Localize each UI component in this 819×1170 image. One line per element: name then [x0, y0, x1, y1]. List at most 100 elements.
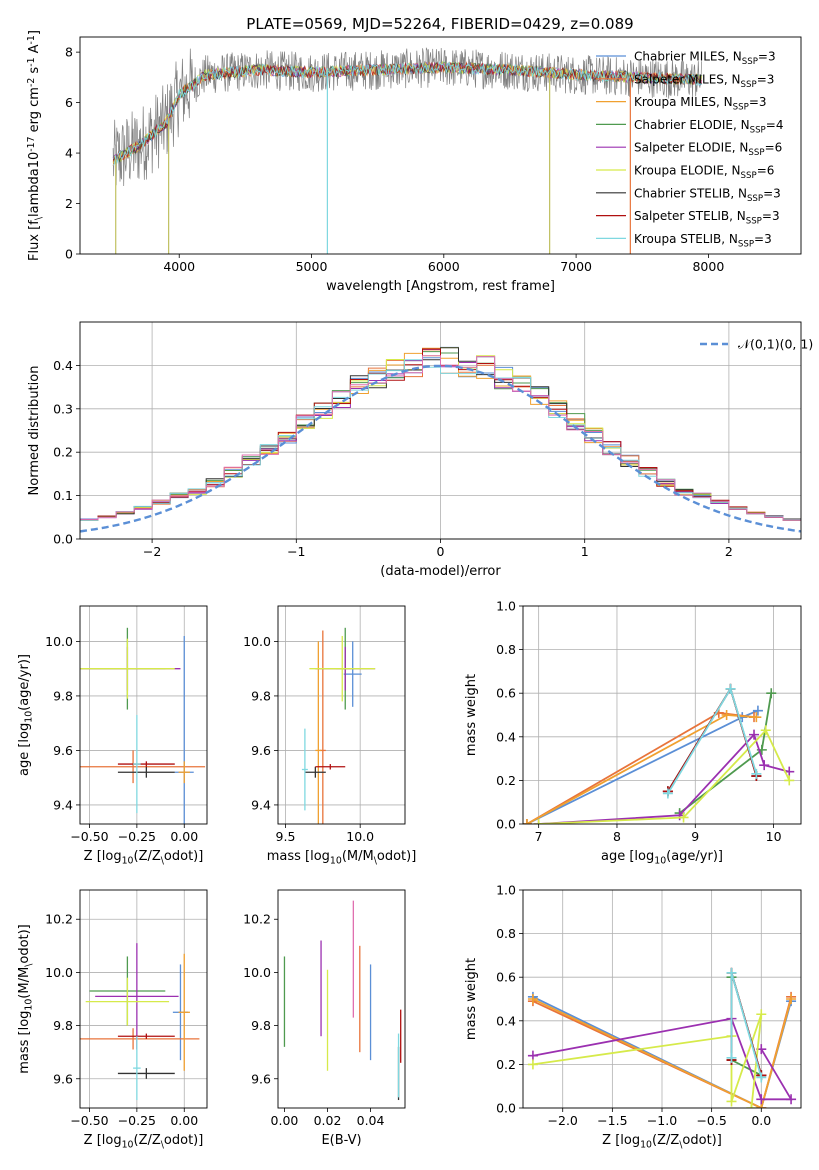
plot-area [527, 967, 797, 1108]
tick-label-y: 9.4 [53, 797, 73, 812]
plot-area [283, 900, 402, 1101]
legend-entry: Chabrier ELODIE, NSSP=4 [634, 118, 783, 136]
axis-label-x: wavelength [Angstrom, rest frame] [326, 279, 555, 294]
point-marker [756, 1094, 767, 1105]
axes-age-vs-Z: −0.50 −0.25 0.00 9.4 9.6 9.8 10.0 Z [log10(Z/Z\… [17, 605, 208, 867]
point-marker [726, 967, 737, 978]
legend-entry: Salpeter MILES, NSSP=3 [634, 72, 774, 90]
axis-label-x: E(B-V) [321, 1133, 361, 1148]
point-marker [756, 1009, 767, 1020]
tick-label-y: 9.6 [251, 1071, 271, 1086]
tick-label-y: 0.0 [496, 1101, 516, 1116]
axis-label-y: Flux [f\lambda10-17 erg cm-2 s-1 A-1] [26, 30, 45, 261]
tick-label-x: −0.50 [70, 1113, 108, 1128]
point-marker [725, 683, 736, 694]
weight-series-line [538, 728, 791, 824]
axis-label-y: mass weight [464, 674, 479, 756]
legend-entry: Kroupa STELIB, NSSP=3 [634, 232, 772, 250]
axis-label-x: age [log10(age/yr)] [601, 849, 723, 867]
tick-label-x: −0.25 [118, 829, 156, 844]
legend: 𝒩(0,1)(0, 1) [700, 337, 813, 352]
point-marker [751, 712, 762, 723]
point-marker [527, 1050, 538, 1061]
tick-label-y: 0.8 [496, 926, 516, 941]
tick-label-y: 10.0 [45, 634, 73, 649]
point-marker [786, 1094, 797, 1105]
plot-area [523, 683, 795, 824]
tick-label-y: 8 [65, 45, 73, 60]
tick-label-x: −0.25 [118, 1113, 156, 1128]
tick-label-x: 6000 [428, 259, 460, 274]
axes-frame [79, 889, 208, 1109]
tick-label-x: 4000 [163, 259, 195, 274]
tick-label-y: 10.0 [243, 634, 271, 649]
point-marker [523, 819, 532, 824]
legend-entry: Salpeter STELIB, NSSP=3 [634, 209, 780, 227]
tick-label-x: 0 [437, 544, 445, 559]
axes-mass-vs-Z: −0.50 −0.25 0.00 9.6 9.8 10.0 10.2 Z [log10(Z/Z… [17, 889, 208, 1151]
point-marker [752, 705, 763, 716]
tick-label-x: −1.5 [597, 1113, 627, 1128]
axes-frame [277, 605, 406, 825]
tick-label-y: 0 [65, 247, 73, 262]
point-marker [760, 725, 771, 736]
tick-label-x: 10 [766, 829, 782, 844]
legend-entry: Chabrier MILES, NSSP=3 [634, 50, 776, 68]
plot-area [301, 627, 376, 824]
tick-label-y: 9.6 [53, 1071, 73, 1086]
tick-label-x: −0.50 [70, 829, 108, 844]
weight-series-line [532, 998, 792, 1108]
tick-label-x: 8 [613, 829, 621, 844]
axis-label-y: mass [log10(M/M\odot)] [17, 924, 35, 1074]
point-marker [756, 1103, 767, 1108]
tick-label-y: 9.8 [251, 1018, 271, 1033]
point-marker [759, 760, 770, 771]
axis-label-y: mass weight [464, 958, 479, 1040]
point-marker [726, 1096, 737, 1107]
tick-label-y: 0.1 [53, 488, 73, 503]
tick-label-y: 9.4 [251, 797, 271, 812]
tick-label-y: 10.2 [243, 912, 271, 927]
axes-frame [522, 889, 802, 1109]
tick-label-x: −1 [287, 544, 305, 559]
axes-age-vs-mass: 9.5 10.0 9.4 9.6 9.8 10.0 mass [log10(M/M\odot… [243, 605, 416, 867]
tick-label-y: 4 [65, 146, 73, 161]
tick-label-y: 1.0 [496, 883, 516, 898]
tick-label-x: −2 [143, 544, 161, 559]
axis-label-x: (data-model)/error [380, 564, 501, 579]
model-spectrum-line [112, 60, 703, 166]
tick-label-y: 0.0 [496, 817, 516, 832]
tick-label-x: −2.0 [548, 1113, 578, 1128]
axis-label-x: Z [log10(Z/Z\odot)] [84, 849, 204, 867]
point-marker [751, 768, 762, 779]
point-marker [746, 1103, 757, 1108]
point-marker [784, 775, 795, 786]
tick-label-y: 9.8 [53, 688, 73, 703]
point-marker [756, 1072, 767, 1083]
tick-label-y: 1.0 [496, 599, 516, 614]
tick-label-y: 2 [65, 196, 73, 211]
tick-label-y: 0.8 [496, 642, 516, 657]
axes-frame [79, 36, 802, 255]
legend-entry: 𝒩(0,1)(0, 1) [738, 337, 813, 352]
point-marker [527, 994, 538, 1004]
point-marker [721, 710, 732, 720]
tick-label-y: 0.2 [496, 773, 516, 788]
point-marker [786, 994, 797, 1004]
tick-label-y: 0.4 [53, 358, 73, 373]
tick-label-y: 10.0 [243, 965, 271, 980]
tick-label-x: 9 [691, 829, 699, 844]
tick-label-x: 0.00 [170, 1113, 198, 1128]
legend-entry: Salpeter ELODIE, NSSP=6 [634, 141, 782, 159]
axes-spectrum: 4000 5000 6000 7000 8000 0 2 4 6 8 wavelength [Ang… [26, 30, 802, 294]
tick-label-x: 7 [535, 829, 543, 844]
normal-reference-curve [80, 364, 801, 533]
tick-label-y: 6 [65, 95, 73, 110]
tick-label-x: 2 [725, 544, 733, 559]
tick-label-x: 9.5 [276, 829, 296, 844]
axes-frame [79, 605, 208, 825]
tick-label-x: 0.02 [314, 1113, 342, 1128]
plot-area [80, 346, 801, 533]
tick-label-x: 0.04 [357, 1113, 385, 1128]
